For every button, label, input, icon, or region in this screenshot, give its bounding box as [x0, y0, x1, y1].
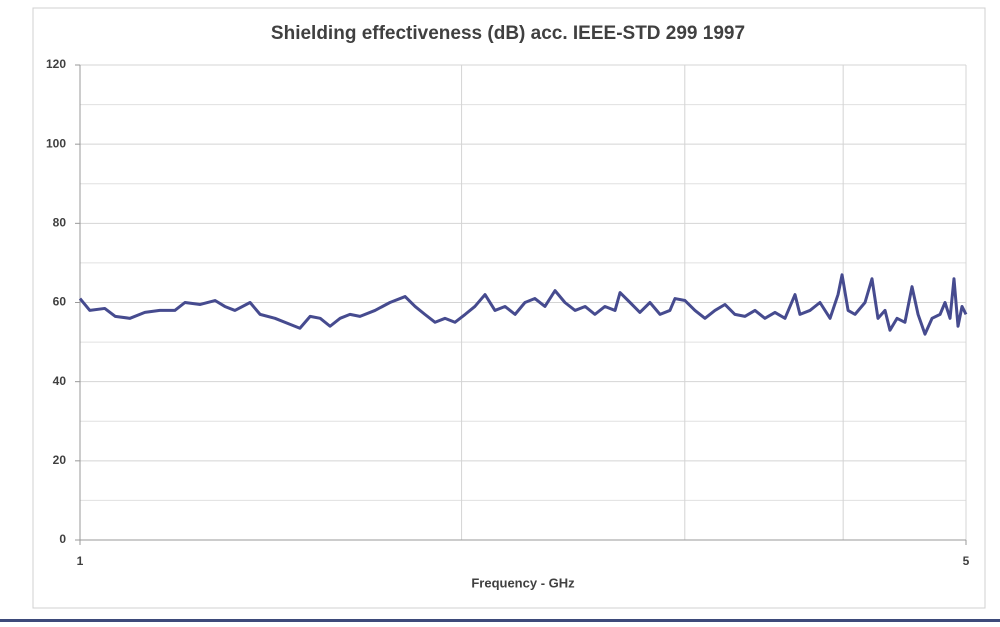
bottom-rule	[0, 619, 1000, 622]
x-tick-label: 1	[77, 554, 84, 568]
y-tick-label: 80	[53, 216, 67, 230]
x-tick-label: 5	[963, 554, 970, 568]
y-tick-label: 120	[46, 57, 66, 71]
y-tick-label: 60	[53, 295, 67, 309]
chart-title: Shielding effectiveness (dB) acc. IEEE-S…	[271, 23, 745, 44]
data-line	[78, 273, 968, 336]
y-tick-label: 40	[53, 374, 67, 388]
x-axis-label: Frequency - GHz	[471, 575, 575, 590]
y-tick-label: 100	[46, 136, 66, 150]
y-tick-label: 0	[59, 532, 66, 546]
y-tick-label: 20	[53, 453, 67, 467]
